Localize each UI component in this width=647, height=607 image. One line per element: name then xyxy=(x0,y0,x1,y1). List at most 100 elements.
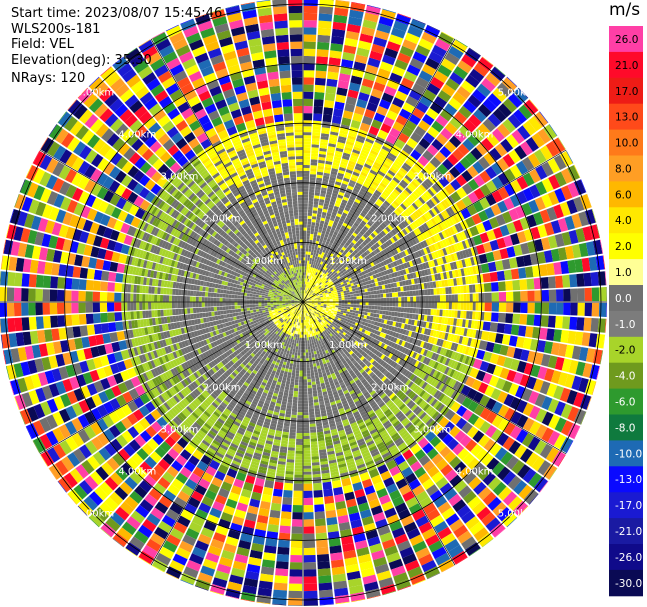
gate-cell xyxy=(421,169,429,178)
gate-cell xyxy=(311,447,319,451)
gate-cell xyxy=(303,430,310,434)
gate-cell xyxy=(296,424,303,428)
gate-cell xyxy=(319,287,323,290)
gate-cell xyxy=(346,23,361,34)
gate-cell xyxy=(450,205,458,214)
gate-cell xyxy=(381,145,391,153)
gate-cell xyxy=(274,481,284,490)
gate-cell xyxy=(303,34,317,42)
gate-cell xyxy=(306,230,311,234)
gate-cell xyxy=(363,233,369,239)
gate-cell xyxy=(356,257,361,262)
gate-cell xyxy=(303,364,307,368)
gate-cell xyxy=(350,294,354,297)
gate-cell xyxy=(356,135,366,141)
gate-cell xyxy=(324,495,335,505)
gate-cell xyxy=(313,348,316,352)
gate-cell xyxy=(311,225,315,229)
gate-cell xyxy=(389,181,397,189)
gate-cell xyxy=(306,263,309,267)
gate-cell xyxy=(329,201,335,206)
gate-cell xyxy=(307,281,310,285)
gate-cell xyxy=(315,265,319,270)
gate-cell xyxy=(303,113,313,121)
gate-cell xyxy=(349,129,358,135)
gate-cell xyxy=(401,302,405,307)
gate-cell xyxy=(356,299,360,302)
gate-cell xyxy=(533,111,548,128)
gate-cell xyxy=(460,302,464,310)
gate-cell xyxy=(314,282,317,286)
gate-cell xyxy=(491,282,499,292)
gate-cell xyxy=(344,276,349,281)
gate-cell xyxy=(288,441,296,445)
gate-cell xyxy=(340,235,345,240)
gate-cell xyxy=(335,235,341,240)
gate-cell xyxy=(303,159,310,163)
gate-cell xyxy=(547,276,556,289)
gate-cell xyxy=(412,51,427,64)
gate-cell xyxy=(508,149,521,164)
gate-cell xyxy=(312,284,316,288)
gate-cell xyxy=(309,414,315,418)
gate-cell xyxy=(412,290,417,296)
gate-cell xyxy=(307,254,311,258)
gate-cell xyxy=(303,120,312,124)
gate-cell xyxy=(293,490,303,499)
gate-cell xyxy=(316,250,320,254)
gate-cell xyxy=(445,302,449,310)
gate-cell xyxy=(386,110,398,121)
gate-cell xyxy=(337,240,342,245)
gate-cell xyxy=(352,112,363,123)
gate-cell xyxy=(337,172,344,178)
gate-cell xyxy=(367,291,372,295)
gate-cell xyxy=(351,246,356,252)
gate-cell xyxy=(274,575,288,584)
gate-cell xyxy=(356,137,365,144)
gate-cell xyxy=(407,185,415,193)
gate-cell xyxy=(303,296,305,300)
gate-cell xyxy=(281,504,292,513)
gate-cell xyxy=(517,125,531,140)
gate-cell xyxy=(362,266,367,271)
gate-cell xyxy=(391,287,395,293)
gate-cell xyxy=(297,415,303,419)
gate-cell xyxy=(288,583,303,592)
gate-cell xyxy=(315,286,318,290)
gate-cell xyxy=(306,291,309,294)
gate-cell xyxy=(423,180,432,188)
gate-cell xyxy=(402,39,417,51)
gate-cell xyxy=(399,167,408,175)
gate-cell xyxy=(382,162,391,170)
gate-cell xyxy=(353,263,358,268)
gate-cell xyxy=(348,244,353,249)
gate-cell xyxy=(415,188,423,196)
gate-cell xyxy=(337,247,342,252)
gate-cell xyxy=(318,290,321,293)
gate-cell xyxy=(343,44,357,55)
gate-cell xyxy=(294,474,303,478)
gate-cell xyxy=(358,245,363,250)
gate-cell xyxy=(391,191,399,198)
gate-cell xyxy=(287,447,295,451)
gate-cell xyxy=(334,7,349,17)
gate-cell xyxy=(360,212,366,218)
gate-cell xyxy=(361,209,368,215)
gate-cell xyxy=(313,234,317,238)
gate-cell xyxy=(311,141,320,145)
gate-cell xyxy=(465,152,478,165)
gate-cell xyxy=(291,372,296,377)
gate-cell xyxy=(490,66,506,82)
gate-cell xyxy=(379,215,385,222)
gate-cell xyxy=(286,459,295,463)
gate-cell xyxy=(491,302,500,312)
gate-cell xyxy=(317,247,321,251)
gate-cell xyxy=(306,284,308,288)
gate-cell xyxy=(313,249,317,253)
gate-cell xyxy=(312,390,318,394)
gate-cell xyxy=(339,227,345,233)
gate-cell xyxy=(357,176,365,183)
gate-cell xyxy=(373,141,383,148)
gate-cell xyxy=(341,304,345,307)
gate-cell xyxy=(365,264,370,270)
